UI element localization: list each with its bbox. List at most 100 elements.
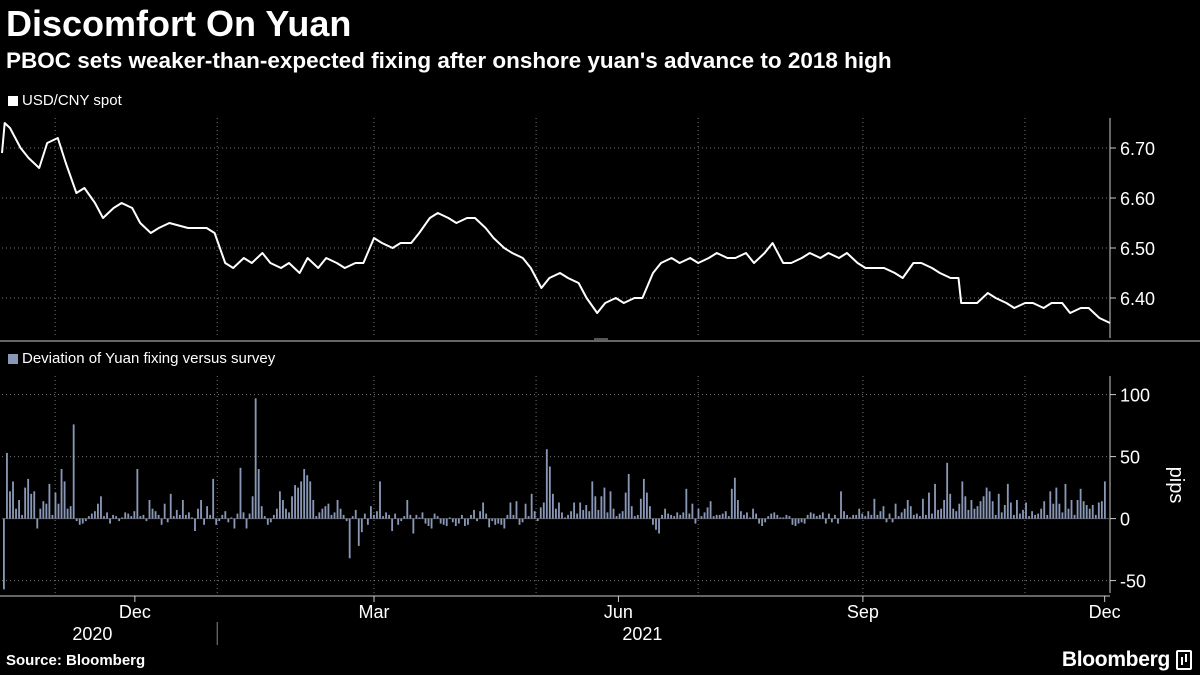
bar-deviation [873, 498, 876, 519]
bar-deviation [915, 513, 918, 519]
bar-deviation [542, 502, 545, 519]
bar-deviation [254, 398, 257, 519]
bar-deviation [488, 518, 491, 528]
x-tick-label: Jun [604, 602, 633, 622]
bar-deviation [746, 512, 748, 519]
bar-deviation [178, 514, 181, 519]
bar-deviation [718, 514, 721, 519]
legend-swatch-deviation [8, 353, 18, 364]
bar-deviation [191, 517, 193, 519]
bar-deviation [409, 514, 412, 519]
bar-deviation [454, 518, 457, 526]
bar-deviation [673, 516, 676, 519]
bar-deviation [730, 488, 733, 519]
bar-deviation [1103, 481, 1106, 519]
bar-deviation [424, 518, 427, 524]
bar-deviation [533, 511, 536, 519]
bar-deviation [297, 487, 300, 519]
bar-deviation [482, 502, 485, 519]
bar-deviation [982, 496, 985, 519]
bar-deviation [909, 506, 912, 519]
bar-deviation [579, 502, 582, 519]
bar-deviation [800, 518, 803, 523]
bar-deviation [112, 514, 115, 519]
bar-deviation [855, 514, 858, 519]
bar-deviation [497, 518, 500, 524]
bar-deviation [618, 513, 621, 519]
bar-deviation [1061, 512, 1064, 519]
legend-label-deviation: Deviation of Yuan fixing versus survey [22, 350, 276, 367]
bar-deviation [160, 518, 163, 525]
bar-deviation [303, 469, 306, 519]
bar-deviation [700, 516, 703, 519]
bar-deviation [603, 487, 606, 519]
bar-deviation [406, 500, 409, 519]
y-tick-label-top: 6.50 [1120, 239, 1155, 259]
bar-deviation [821, 512, 824, 519]
bar-deviation [864, 516, 867, 519]
bar-deviation [78, 518, 81, 525]
bar-deviation [1034, 514, 1037, 519]
bar-deviation [794, 518, 797, 526]
bar-deviation [470, 514, 472, 519]
bar-deviation [369, 506, 372, 519]
bar-deviation [373, 514, 375, 519]
bar-deviation [724, 511, 727, 519]
bar-deviation [439, 518, 442, 524]
bar-deviation [755, 513, 757, 519]
bar-deviation [912, 514, 915, 519]
bar-deviation [169, 493, 172, 519]
bar-deviation [740, 511, 742, 519]
bar-deviation [54, 492, 57, 519]
bar-deviation [294, 485, 296, 519]
bar-deviation [27, 478, 30, 519]
bar-deviation [288, 512, 290, 519]
bar-deviation [324, 506, 327, 519]
bar-deviation [642, 478, 645, 519]
bar-deviation [585, 505, 588, 519]
bar-deviation [518, 518, 521, 525]
bar-deviation [272, 514, 275, 519]
bar-deviation [1003, 505, 1006, 519]
bar-deviation [958, 503, 961, 519]
bar-deviation [1028, 516, 1030, 519]
bar-deviation [39, 508, 42, 519]
bar-deviation [3, 518, 5, 590]
bar-deviation [676, 512, 679, 519]
bar-deviation [491, 518, 494, 522]
bar-deviation [118, 518, 121, 522]
x-year-label: 2021 [622, 624, 662, 644]
bar-deviation [697, 508, 700, 519]
bar-deviation [81, 518, 84, 524]
bar-deviation [985, 487, 988, 519]
bar-deviation [1073, 514, 1076, 519]
bar-deviation [21, 514, 24, 519]
bar-deviation [788, 516, 791, 519]
bar-deviation [60, 469, 63, 519]
bar-deviation [691, 503, 694, 519]
bar-deviation [949, 493, 952, 519]
bar-deviation [312, 500, 315, 519]
bar-deviation [952, 508, 955, 519]
bar-deviation [834, 514, 836, 519]
bar-deviation [812, 513, 815, 519]
bar-deviation [891, 518, 894, 523]
bar-deviation [645, 492, 648, 519]
bar-deviation [230, 517, 233, 519]
bar-deviation [351, 516, 354, 519]
bar-deviation [815, 516, 818, 519]
bar-deviation [442, 518, 445, 525]
bar-deviation [90, 513, 93, 519]
bar-deviation [42, 501, 45, 519]
bar-deviation [1067, 508, 1070, 519]
bar-deviation [1088, 508, 1091, 519]
bar-deviation [682, 512, 685, 519]
bar-deviation [785, 514, 788, 519]
bar-deviation [333, 512, 336, 519]
bar-deviation [242, 512, 245, 519]
bar-deviation [318, 512, 321, 519]
bar-deviation [103, 516, 105, 519]
bar-deviation [427, 518, 430, 526]
bar-deviation [72, 424, 75, 519]
bar-deviation [694, 518, 697, 524]
